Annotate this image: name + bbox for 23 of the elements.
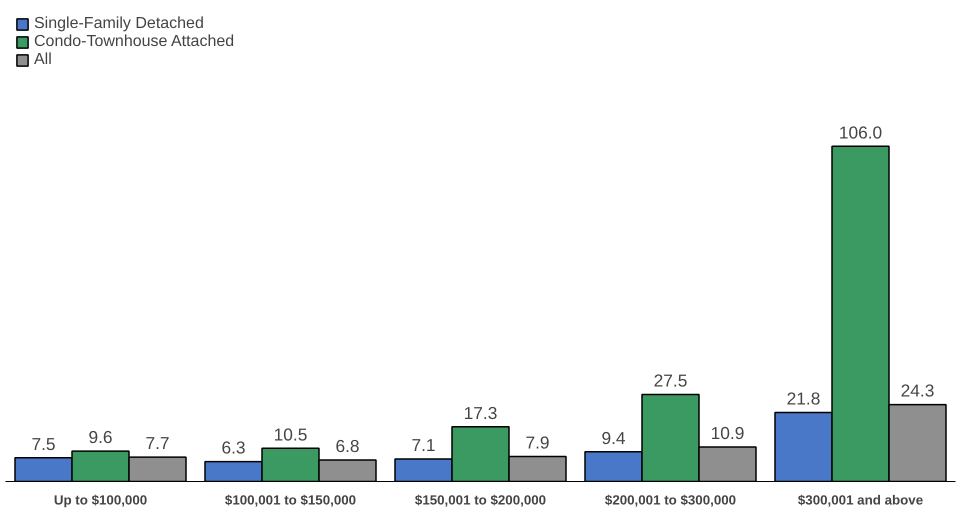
data-label: 7.5 [31,434,56,454]
x-tick-label: Up to $100,000 [54,492,148,508]
data-label: 7.9 [525,432,550,453]
data-label: 10.5 [274,424,308,444]
data-label: 9.6 [88,427,113,448]
legend-label: All [34,51,53,69]
data-label: 7.7 [145,433,170,454]
data-label: 21.8 [786,388,820,409]
x-tick-label: $200,001 to $300,000 [604,492,736,508]
legend-label: Condo-Townhouse Attached [34,33,234,51]
x-tick-label: $100,001 to $150,000 [224,492,356,508]
data-label: 17.3 [464,402,498,423]
x-tick-label: $300,001 and above [798,492,924,508]
data-label: 106.0 [838,122,882,142]
data-label: 7.1 [411,435,436,456]
data-label: 27.5 [654,370,688,391]
data-label: 6.8 [335,436,360,456]
data-label: 9.4 [601,428,626,448]
data-label: 24.3 [900,380,934,401]
data-label: 6.3 [221,438,246,458]
data-label: 10.9 [710,423,744,444]
x-tick-label: $150,001 to $200,000 [414,492,546,508]
legend-label: Single-Family Detached [34,15,204,33]
